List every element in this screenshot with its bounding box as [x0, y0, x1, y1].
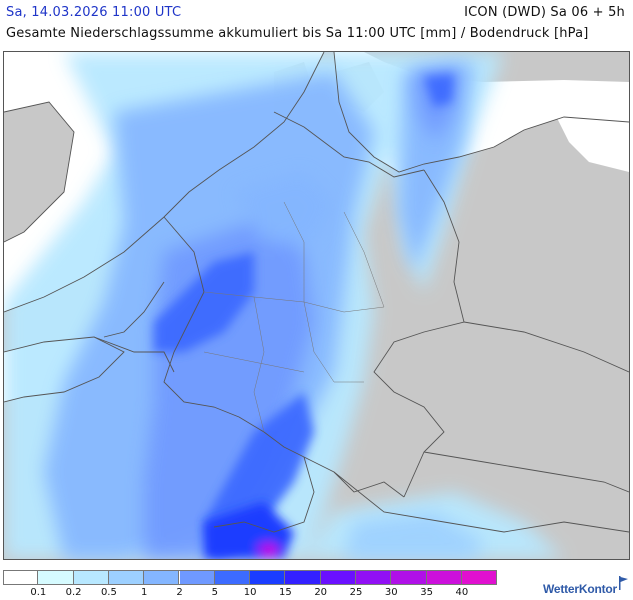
- model-run: ICON (DWD) Sa 06 + 5h: [464, 5, 625, 20]
- legend-label: 0.2: [65, 587, 82, 598]
- germany-west-border: [163, 216, 240, 418]
- legend-swatch: [73, 570, 109, 585]
- map-canvas: [4, 52, 629, 559]
- coastlines: [4, 52, 629, 403]
- legend-swatch: [250, 570, 286, 585]
- netherlands-belgium-border: [103, 281, 165, 338]
- baltic-east: [549, 92, 629, 172]
- valid-time: Sa, 14.03.2026 11:00 UTC: [6, 5, 182, 20]
- swiss-border: [213, 456, 315, 533]
- legend-swatch: [285, 570, 321, 585]
- germany-south-border: [238, 416, 405, 498]
- legend-swatch: [144, 570, 180, 585]
- legend-swatch: [214, 570, 251, 585]
- legend-swatch: [391, 570, 427, 585]
- legend-label: 30: [384, 587, 398, 598]
- brand-logo: WetterKontor: [542, 582, 617, 596]
- germany-north-border: [273, 111, 425, 178]
- legend-label: 2: [176, 587, 183, 598]
- legend-label: 0.1: [30, 587, 47, 598]
- legend-swatch: [108, 570, 145, 585]
- legend-label: 0.5: [100, 587, 117, 598]
- header: Sa, 14.03.2026 11:00 UTC ICON (DWD) Sa 0…: [0, 0, 633, 48]
- legend-swatch: [426, 570, 462, 585]
- czech-austria-border: [423, 451, 629, 493]
- country-borders: [93, 111, 629, 533]
- legend-swatch: [356, 570, 392, 585]
- state-borders: [203, 201, 385, 433]
- rugen-coast: [459, 152, 534, 192]
- legend-swatch: [320, 570, 356, 585]
- precipitation-field: [4, 52, 564, 559]
- legend-label: 25: [349, 587, 363, 598]
- legend-swatch: [3, 570, 39, 585]
- austria-italy-border: [333, 471, 629, 533]
- germany-east-border: [373, 169, 465, 498]
- great-britain: [4, 102, 74, 242]
- legend-label: 15: [279, 587, 292, 598]
- legend-label: 1: [141, 587, 148, 598]
- legend-label: 5: [211, 587, 218, 598]
- legend-label: 10: [243, 587, 257, 598]
- legend-swatch: [461, 570, 498, 585]
- legend-label: 35: [420, 587, 433, 598]
- map-description: Gesamte Niederschlagssumme akkumuliert b…: [6, 26, 589, 41]
- belgium-france-border: [93, 336, 175, 373]
- legend-swatch: [38, 570, 74, 585]
- brand-flag-icon: [619, 576, 628, 590]
- legend-label: 40: [455, 587, 469, 598]
- precipitation-map[interactable]: [3, 51, 630, 560]
- legend-swatch: [179, 570, 215, 585]
- legend-label: 20: [314, 587, 328, 598]
- poland-czech-border: [463, 321, 629, 373]
